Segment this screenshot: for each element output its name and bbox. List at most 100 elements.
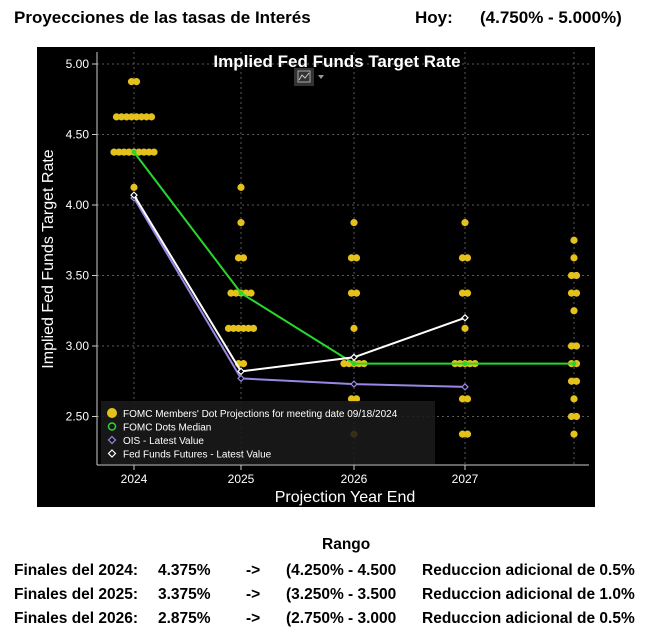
projection-dot xyxy=(352,254,361,262)
projection-dot xyxy=(135,148,143,156)
series-marker xyxy=(461,313,469,322)
projection-dot xyxy=(352,395,361,403)
forecast-range: (4.250% - 4.500 xyxy=(286,562,397,579)
series-line-3 xyxy=(133,194,466,373)
projection-dot xyxy=(147,113,156,121)
y-tick-label: 2.50 xyxy=(66,410,90,424)
median-point xyxy=(238,290,244,296)
forecast-label: Finales del 2026: xyxy=(14,610,139,627)
projection-dot xyxy=(340,360,348,368)
projection-dot xyxy=(347,395,356,403)
projection-dot xyxy=(234,324,243,332)
forecast-arrow: -> xyxy=(246,586,261,603)
projection-dot xyxy=(350,219,358,227)
projection-dot xyxy=(567,289,576,297)
projection-dot xyxy=(132,113,141,121)
forecast-note: Reduccion adicional de 1.0% xyxy=(422,586,635,603)
projection-dot xyxy=(140,148,148,156)
y-tick-label: 3.50 xyxy=(66,269,90,283)
projection-dot xyxy=(461,219,469,227)
x-tick-label: 2025 xyxy=(228,472,255,486)
projection-dot xyxy=(570,236,578,244)
projection-dot xyxy=(572,342,581,350)
projection-dot xyxy=(572,289,581,297)
x-tick-label: 2027 xyxy=(452,472,479,486)
projection-dot xyxy=(142,113,151,121)
projection-dot xyxy=(117,113,126,121)
projection-dot xyxy=(145,148,153,156)
forecast-row: Finales del 2024: 4.375% -> (4.250% - 4.500… xyxy=(14,562,648,582)
projection-dot xyxy=(115,148,123,156)
y-axis-label: Implied Fed Funds Target Rate xyxy=(40,149,57,368)
projection-dot xyxy=(347,289,356,297)
forecast-range: (2.750% - 3.000 xyxy=(286,610,397,627)
chart-type-icon[interactable] xyxy=(294,68,324,86)
projection-dot xyxy=(458,395,467,403)
forecast-note: Reduccion adicional de 0.5% xyxy=(422,610,635,627)
projection-dot xyxy=(463,395,472,403)
forecast-label: Finales del 2024: xyxy=(14,562,139,579)
series-marker xyxy=(350,380,358,388)
projection-dot xyxy=(127,113,136,121)
projection-dot xyxy=(239,324,248,332)
projection-dot xyxy=(463,289,472,297)
projection-dot xyxy=(458,254,467,262)
projection-dot xyxy=(229,324,238,332)
projection-dot xyxy=(463,254,472,262)
range-heading: Rango xyxy=(322,536,371,553)
projection-dot xyxy=(567,377,576,385)
median-point xyxy=(131,149,137,155)
projection-dot xyxy=(122,113,131,121)
projection-dot xyxy=(224,324,233,332)
today-rate-range: (4.750% - 5.000%) xyxy=(480,8,622,27)
forecast-row: Finales del 2025: 3.375% -> (3.250% - 3.500… xyxy=(14,586,648,606)
forecast-range: (3.250% - 3.500 xyxy=(286,586,397,603)
projection-dot xyxy=(125,148,133,156)
projection-dot xyxy=(239,360,248,368)
projection-dot xyxy=(458,430,467,438)
forecast-row: Finales del 2026: 2.875% -> (2.750% - 3.000… xyxy=(14,610,648,630)
median-point xyxy=(462,361,468,367)
projection-dot xyxy=(347,254,356,262)
series-lines xyxy=(130,149,577,391)
legend-swatch-diamond xyxy=(107,449,117,458)
series-marker xyxy=(237,374,245,383)
projection-dot xyxy=(567,271,576,280)
projection-dot xyxy=(247,289,255,297)
projection-dot xyxy=(572,271,581,280)
x-axis-label: Projection Year End xyxy=(275,489,416,506)
projection-dot xyxy=(463,430,472,438)
legend-swatch-dots xyxy=(107,408,117,418)
x-tick-label: 2024 xyxy=(121,472,148,486)
forecast-value: 2.875% xyxy=(158,610,211,627)
x-tick-label: 2026 xyxy=(341,472,368,486)
projection-dot xyxy=(112,113,121,121)
projection-dot xyxy=(227,289,235,297)
projection-dot xyxy=(244,324,253,332)
legend-label: OIS - Latest Value xyxy=(123,436,204,447)
legend-label: FOMC Members' Dot Projections for meetin… xyxy=(123,409,398,420)
dot-projections xyxy=(110,78,581,438)
today-label: Hoy: xyxy=(415,8,453,27)
page-title: Proyecciones de las tasas de Interés xyxy=(14,8,311,27)
legend-label: Fed Funds Futures - Latest Value xyxy=(123,450,272,461)
projection-dot xyxy=(120,148,128,156)
projection-dot xyxy=(150,148,158,156)
series-line-2 xyxy=(133,197,466,388)
projection-dot xyxy=(237,219,245,227)
median-point xyxy=(351,361,357,367)
legend-swatch-median xyxy=(107,422,117,431)
projection-dot xyxy=(570,254,578,262)
axes: 5.00 4.50 4.00 3.50 3.00 2.50 2024 2025 2026 2027 xyxy=(66,52,589,486)
projection-dot xyxy=(458,289,467,297)
projection-dot xyxy=(110,148,118,156)
fed-funds-chart: 5.00 4.50 4.00 3.50 3.00 2.50 2024 2025 2026 2027… xyxy=(37,47,595,507)
projection-dot xyxy=(567,412,576,421)
series-marker xyxy=(130,191,138,199)
projection-dot xyxy=(234,254,243,262)
series-marker xyxy=(237,367,245,376)
projection-dot xyxy=(572,377,581,385)
legend-label: FOMC Dots Median xyxy=(123,423,211,434)
projection-dot xyxy=(232,289,240,297)
legend-box xyxy=(101,401,435,464)
